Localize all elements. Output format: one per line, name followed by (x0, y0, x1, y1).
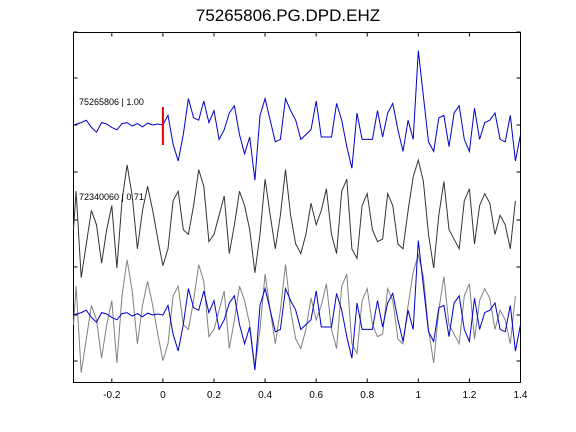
x-tick-label: 1.2 (462, 390, 476, 401)
x-tick-label: 0 (160, 390, 166, 401)
trace-label: 75265806 | 1.00 (79, 97, 144, 107)
x-tick-label: 0.6 (309, 390, 323, 401)
x-tick-label: 0.8 (360, 390, 374, 401)
trace-line-75265806 (73, 50, 521, 181)
x-tick-label: 0.2 (207, 390, 221, 401)
trace-label: 72340060 | 0.71 (79, 192, 144, 202)
trace-line-72340060 (73, 158, 516, 278)
overlay-line-72340060 (73, 253, 516, 373)
x-tick-label: 1 (416, 390, 422, 401)
x-tick-label: 0.4 (258, 390, 272, 401)
x-tick-label: -0.2 (103, 390, 121, 401)
chart-title: 75265806.PG.DPD.EHZ (195, 6, 381, 25)
x-tick-label: 1.4 (514, 390, 528, 401)
plot-area (73, 32, 521, 383)
overlay-line-75265806 (73, 240, 521, 371)
